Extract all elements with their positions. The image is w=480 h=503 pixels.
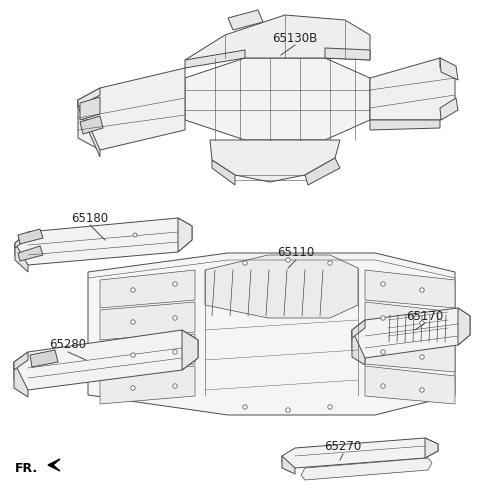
Polygon shape [282,456,295,474]
Polygon shape [365,270,455,308]
Circle shape [286,408,290,412]
Text: 65180: 65180 [72,211,108,224]
Polygon shape [18,246,43,261]
Polygon shape [14,330,198,390]
Circle shape [133,233,137,237]
Polygon shape [14,362,28,397]
Circle shape [420,321,424,325]
Polygon shape [370,58,455,120]
Polygon shape [100,334,195,372]
Polygon shape [305,158,340,185]
Polygon shape [100,366,195,404]
Polygon shape [210,140,340,182]
Polygon shape [100,270,195,308]
Polygon shape [185,15,370,60]
Polygon shape [78,88,100,107]
Polygon shape [325,48,370,60]
Polygon shape [352,330,365,365]
Polygon shape [15,232,28,248]
Polygon shape [78,100,100,157]
Circle shape [173,350,177,354]
Polygon shape [440,98,458,120]
Polygon shape [185,50,245,68]
Polygon shape [18,229,43,244]
Circle shape [131,353,135,357]
Circle shape [381,384,385,388]
Circle shape [381,316,385,320]
Polygon shape [80,116,103,134]
Text: 65170: 65170 [407,309,444,322]
Polygon shape [301,458,432,480]
Polygon shape [178,218,192,252]
Polygon shape [365,366,455,404]
Text: 65110: 65110 [277,246,314,260]
Circle shape [131,320,135,324]
Polygon shape [212,160,235,185]
Polygon shape [365,334,455,372]
Circle shape [173,384,177,388]
Polygon shape [370,120,440,130]
Polygon shape [185,58,370,140]
Circle shape [173,316,177,320]
Text: 65280: 65280 [49,339,86,352]
Polygon shape [440,58,455,78]
Text: FR.: FR. [15,461,38,474]
Circle shape [381,350,385,354]
Circle shape [381,282,385,286]
Circle shape [420,355,424,359]
Circle shape [328,405,332,409]
Text: 65130B: 65130B [272,32,318,44]
Polygon shape [205,255,358,318]
Polygon shape [425,438,438,458]
Circle shape [243,261,247,265]
Polygon shape [352,320,365,338]
Polygon shape [15,243,28,272]
Circle shape [420,388,424,392]
Circle shape [420,288,424,292]
Text: 65270: 65270 [324,441,361,454]
Polygon shape [365,302,455,340]
Circle shape [173,282,177,286]
Circle shape [286,258,290,262]
Circle shape [328,261,332,265]
Polygon shape [182,330,198,370]
Polygon shape [282,438,438,468]
Polygon shape [14,352,28,370]
Polygon shape [80,97,100,120]
Circle shape [243,405,247,409]
Polygon shape [228,10,263,30]
Circle shape [131,288,135,292]
Circle shape [131,386,135,390]
Polygon shape [458,308,470,345]
Polygon shape [48,459,60,471]
Polygon shape [78,68,185,150]
Polygon shape [30,350,58,367]
Polygon shape [100,302,195,340]
Polygon shape [352,308,470,358]
Polygon shape [15,218,192,265]
Polygon shape [88,253,455,415]
Polygon shape [440,58,458,80]
